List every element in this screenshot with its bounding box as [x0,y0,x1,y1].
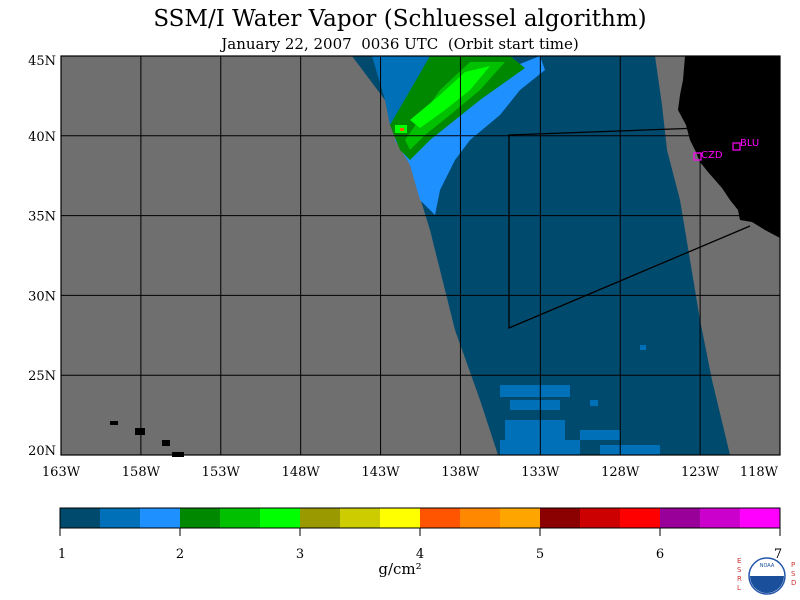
longitude-tick-label: 153W [202,465,241,480]
colorbar-swatch [140,508,181,528]
colorbar-swatch [100,508,141,528]
station-blu-label: BLU [740,138,759,149]
swath-red-pixel [400,128,404,131]
swath-green [405,62,505,150]
domain-outline [508,127,751,329]
colorbar [60,508,781,528]
longitude-tick-label: 138W [441,465,480,480]
colorbar-swatch [700,508,741,528]
station-blu-marker [732,142,741,151]
longitude-tick-label: 148W [282,465,321,480]
colorbar-swatch [340,508,381,528]
colorbar-swatch [260,508,301,528]
station-blu: BLU [732,138,759,151]
colorbar-swatch [740,508,781,528]
colorbar-tick-label: 1 [58,547,66,562]
colorbar-swatch [60,508,101,528]
map-title: SSM/I Water Vapor (Schluessel algorithm) [153,6,647,32]
station-czd: CZD [693,150,723,161]
latitude-tick-label: 40N [28,130,56,145]
latitude-tick-label: 30N [28,289,56,304]
colorbar-swatch [420,508,461,528]
colorbar-swatch [620,508,661,528]
colorbar-tick-label: 7 [774,547,782,562]
map-subtitle: January 22, 2007 0036 UTC (Orbit start t… [221,35,579,53]
colorbar-swatch [180,508,221,528]
land-west-coast [678,56,780,238]
colorbar-tick-label: 6 [656,547,664,562]
latitude-tick-label: 35N [28,210,56,225]
latitude-tick-label: 45N [28,54,56,69]
longitude-tick-label: 123W [681,465,720,480]
colorbar-swatch [220,508,261,528]
colorbar-swatch [580,508,621,528]
longitude-tick-label: 158W [122,465,161,480]
longitude-tick-label: 118W [740,465,779,480]
latitude-tick-label: 20N [28,444,56,459]
latitude-tick-label: 25N [28,369,56,384]
colorbar-tick-label: 4 [416,547,424,562]
colorbar-units: g/cm² [378,560,422,578]
longitude-labels: 163W 158W 153W 148W 143W 138W 133W 128W 123W 118W [42,465,779,480]
colorbar-ticks: 1 2 3 4 5 6 7 [58,528,782,562]
colorbar-tick-label: 3 [296,547,304,562]
colorbar-swatch [300,508,341,528]
colorbar-swatch [500,508,541,528]
latitude-labels: 45N 40N 35N 30N 25N 20N [28,54,56,459]
longitude-tick-label: 128W [601,465,640,480]
colorbar-swatch [660,508,701,528]
colorbar-tick-label: 5 [536,547,544,562]
logo-noaa-text: NOAA [760,563,775,569]
station-czd-marker [693,152,702,161]
longitude-tick-label: 143W [361,465,400,480]
colorbar-tick-label: 2 [176,547,184,562]
station-czd-label: CZD [701,150,723,161]
colorbar-swatch [380,508,421,528]
longitude-tick-label: 163W [42,465,81,480]
colorbar-swatch [540,508,581,528]
map-border [60,55,781,456]
swath-bright-green [410,66,490,128]
longitude-tick-label: 133W [521,465,560,480]
colorbar-swatch [460,508,501,528]
